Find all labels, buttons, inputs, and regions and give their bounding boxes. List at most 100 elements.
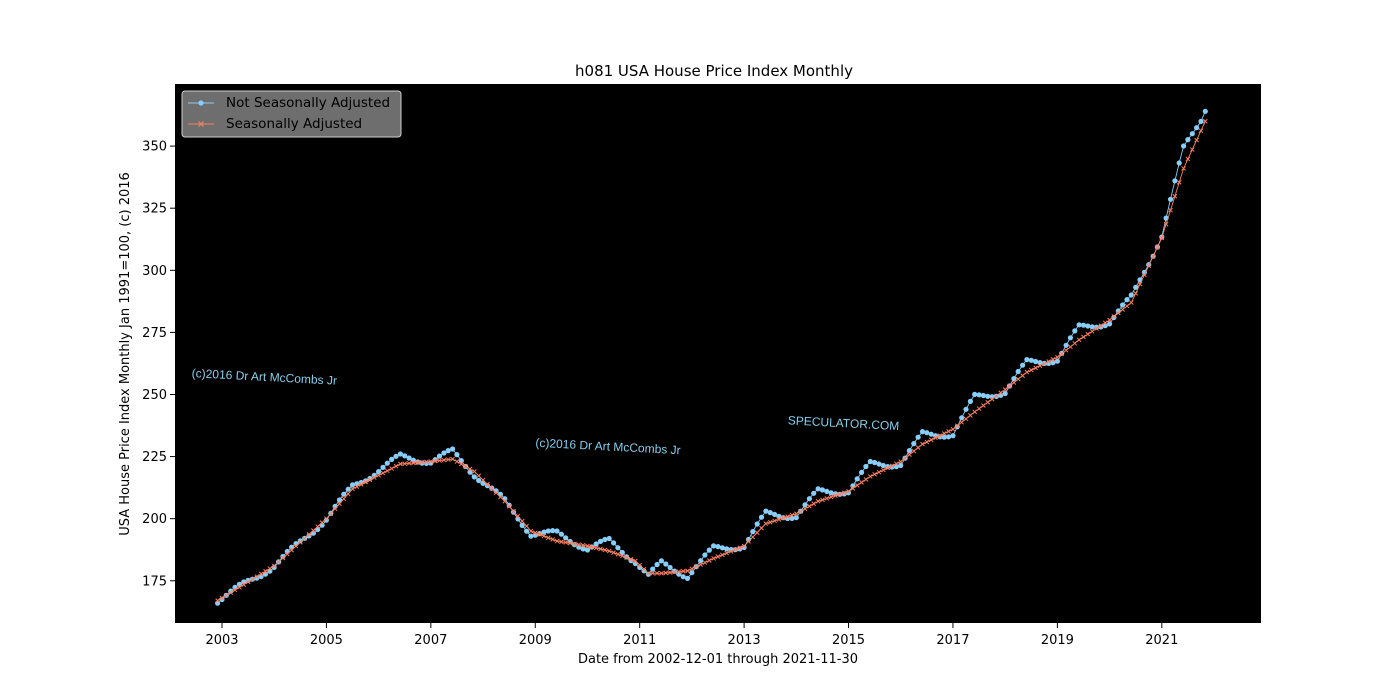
data-point: [458, 461, 464, 467]
x-tick-label: 2015: [832, 633, 865, 648]
data-point: [1120, 307, 1125, 312]
data-point: [980, 392, 987, 399]
legend-box: [181, 90, 402, 138]
data-point: [785, 514, 790, 519]
data-point: [854, 476, 860, 482]
data-point: [659, 570, 664, 576]
data-point: [981, 403, 986, 408]
data-point: [815, 486, 821, 492]
data-point: [393, 463, 399, 469]
data-point: [406, 460, 412, 466]
data-point: [933, 435, 938, 441]
data-point: [1068, 344, 1073, 350]
data-point: [828, 490, 834, 496]
data-point: [959, 419, 965, 425]
data-point: [1159, 235, 1165, 241]
data-point: [876, 461, 882, 467]
data-point: [715, 544, 721, 550]
data-point: [963, 406, 969, 412]
data-point: [998, 390, 1004, 396]
data-point: [994, 393, 999, 399]
data-point: [293, 541, 299, 547]
data-point: [1181, 143, 1187, 149]
data-point: [702, 552, 708, 558]
data-point: [972, 391, 978, 397]
data-point: [250, 576, 255, 582]
data-point: [406, 455, 412, 461]
data-point: [376, 472, 381, 478]
data-point: [506, 503, 512, 509]
data-point: [1185, 137, 1191, 143]
legend: Not Seasonally Adjusted Seasonally Adjus…: [181, 90, 402, 138]
data-point: [376, 469, 382, 475]
data-point: [384, 460, 390, 466]
series-layer: [215, 108, 1208, 606]
data-point: [1176, 160, 1182, 166]
data-point: [1146, 263, 1152, 269]
data-point: [606, 535, 612, 542]
data-point: [1072, 340, 1078, 346]
data-point: [920, 441, 925, 447]
data-point: [950, 426, 956, 432]
data-point: [624, 555, 629, 560]
data-point: [937, 433, 943, 438]
data-point: [293, 543, 299, 549]
x-tick-label: 2021: [1145, 633, 1178, 648]
data-point: [223, 592, 229, 598]
data-point: [650, 566, 656, 572]
data-point: [480, 477, 486, 483]
data-point: [1041, 361, 1047, 366]
data-point: [1111, 314, 1117, 319]
data-point: [1024, 357, 1030, 363]
data-point: [754, 530, 760, 535]
data-point: [1033, 365, 1038, 371]
data-point: [1055, 354, 1060, 360]
data-point: [541, 533, 547, 539]
data-point: [606, 548, 612, 554]
data-point: [571, 542, 578, 548]
data-point: [689, 570, 695, 576]
data-point: [728, 548, 734, 554]
data-point: [1128, 292, 1134, 298]
data-point: [593, 545, 599, 551]
data-point: [967, 398, 974, 404]
data-point: [854, 483, 860, 488]
data-point: [337, 501, 342, 507]
data-point: [963, 416, 969, 422]
data-point: [807, 503, 812, 509]
data-point: [1172, 178, 1178, 184]
data-point: [611, 540, 617, 546]
data-point: [602, 547, 608, 553]
data-point: [1150, 254, 1156, 259]
legend-label-nsa: Not Seasonally Adjusted: [226, 95, 390, 111]
y-tick-label: 175: [142, 574, 167, 589]
data-point: [1198, 118, 1204, 124]
data-point: [1198, 128, 1204, 134]
x-tick-label: 2005: [310, 633, 343, 648]
data-point: [302, 535, 308, 541]
data-point: [524, 523, 529, 529]
data-point: [680, 574, 686, 580]
data-point: [915, 434, 921, 440]
legend-marker-sa: [198, 121, 204, 127]
data-point: [572, 541, 577, 547]
data-point: [907, 452, 912, 457]
data-point: [519, 518, 525, 524]
data-point: [1072, 328, 1078, 334]
data-point: [615, 545, 621, 551]
data-point: [419, 459, 425, 465]
data-point: [1189, 131, 1195, 137]
data-point: [780, 515, 786, 521]
data-point: [284, 551, 290, 557]
data-point: [358, 482, 364, 487]
data-point: [389, 466, 395, 471]
data-point: [685, 568, 690, 574]
data-point: [398, 461, 403, 467]
data-point: [371, 475, 377, 480]
data-point: [815, 498, 821, 504]
data-point: [1067, 335, 1073, 341]
data-point: [928, 437, 934, 443]
data-point: [1007, 383, 1012, 389]
data-point: [1085, 323, 1091, 329]
